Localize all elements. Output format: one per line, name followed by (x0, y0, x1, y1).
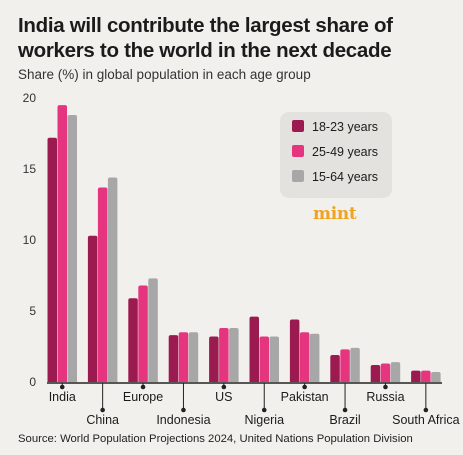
bar (259, 336, 269, 382)
legend-label: 25-49 years (312, 145, 378, 159)
x-category-label: Europe (123, 390, 163, 404)
bar (421, 370, 431, 382)
y-tick-label: 10 (23, 233, 37, 247)
x-category-label: Pakistan (281, 390, 329, 404)
x-category-label: Russia (366, 390, 404, 404)
bar (269, 336, 279, 382)
x-tick-dot (423, 407, 429, 413)
bar (299, 332, 310, 382)
bar (168, 335, 179, 382)
bar (107, 177, 118, 382)
x-category-label: US (215, 390, 232, 404)
bar (229, 328, 239, 382)
chart-title: India will contribute the largest share … (18, 14, 393, 62)
source-note: Source: World Population Projections 202… (18, 433, 413, 445)
bar (370, 364, 381, 382)
x-tick-dot (261, 407, 267, 413)
x-axis-labels: India China Europe Indonesia US Nigeria Pakist… (49, 383, 460, 427)
x-tick-dot (59, 384, 65, 390)
bar (138, 285, 148, 382)
bar (67, 115, 77, 382)
legend: 18-23 years 25-49 years 15-64 years (280, 112, 392, 198)
bar (128, 298, 138, 382)
bar (219, 328, 229, 382)
legend-label: 15-64 years (312, 170, 378, 184)
legend-label: 18-23 years (312, 120, 378, 134)
legend-swatch (292, 145, 304, 157)
chart-subtitle: Share (%) in global population in each a… (18, 67, 311, 82)
x-tick-dot (181, 407, 186, 413)
y-axis: 0 5 10 15 20 (23, 91, 37, 389)
legend-box (280, 112, 392, 198)
bar (249, 316, 259, 382)
bar (57, 105, 67, 382)
x-tick-dot (342, 407, 348, 413)
bar (330, 355, 340, 382)
bar (188, 332, 199, 382)
x-tick-dot (140, 384, 146, 390)
legend-swatch (292, 120, 304, 132)
bar (289, 319, 300, 382)
bar (431, 372, 441, 382)
bar (380, 363, 391, 382)
bar (178, 332, 189, 382)
y-tick-label: 5 (29, 304, 36, 318)
y-tick-label: 0 (29, 375, 36, 389)
bar (411, 370, 421, 382)
bar (340, 349, 350, 382)
mint-logo: mint (313, 204, 357, 224)
bar (390, 362, 401, 382)
x-category-label: China (86, 413, 119, 427)
x-tick-dot (100, 407, 105, 413)
x-category-label: South Africa (392, 413, 459, 427)
x-tick-dot (383, 384, 388, 390)
bar (97, 187, 108, 382)
bars (47, 105, 441, 382)
x-tick-dot (221, 384, 227, 390)
bar (209, 336, 219, 382)
y-tick-label: 20 (23, 91, 37, 105)
bar (47, 137, 57, 382)
bar (309, 333, 320, 382)
x-category-label: Indonesia (156, 413, 210, 427)
bar (350, 347, 360, 382)
bar (87, 235, 98, 382)
bar (148, 278, 158, 382)
x-tick-dot (302, 384, 307, 390)
x-category-label: Nigeria (244, 413, 284, 427)
y-tick-label: 15 (23, 162, 37, 176)
x-category-label: Brazil (329, 413, 360, 427)
legend-swatch (292, 170, 304, 182)
x-category-label: India (49, 390, 76, 404)
